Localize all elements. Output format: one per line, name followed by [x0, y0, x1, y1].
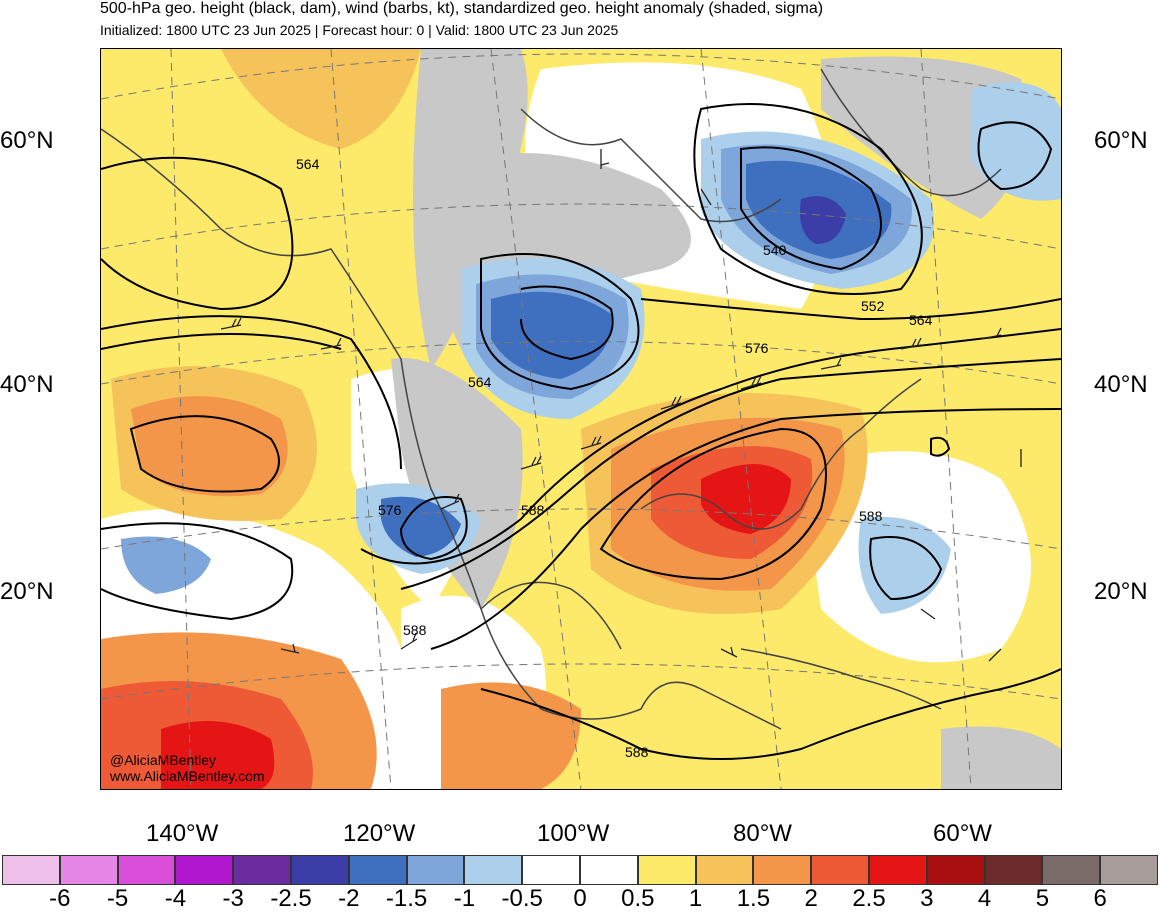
land-mask-usa-west — [391, 357, 523, 609]
colorbar-label: -3 — [222, 885, 244, 912]
wind-barbs — [220, 149, 1022, 662]
colorbar-box — [233, 855, 291, 885]
colorbar-label: 1 — [688, 885, 703, 912]
lat-label-right: 60°N — [1094, 127, 1148, 154]
lon-label: 80°W — [733, 820, 792, 847]
contour-label: 588 — [859, 508, 883, 524]
colorbar-label: -0.5 — [501, 885, 543, 912]
colorbar-box — [59, 855, 118, 885]
contour-label: 540 — [763, 242, 787, 258]
map-canvas: 564 564 576 588 588 540 552 564 576 588 … — [101, 49, 1061, 789]
colorbar-box — [695, 855, 754, 885]
weather-map: 564 564 576 588 588 540 552 564 576 588 … — [100, 48, 1062, 790]
colorbar-box — [984, 855, 1043, 885]
colorbar-box — [579, 855, 638, 885]
credit-handle: @AliciaMBentley — [110, 752, 217, 768]
contour-label: 588 — [625, 744, 649, 760]
graticule — [101, 49, 1061, 789]
anomaly-positive-east-us-core — [701, 464, 791, 534]
colorbar-box — [522, 855, 580, 885]
anomaly-negative-greenland-east — [971, 82, 1061, 201]
colorbar-label: 0.5 — [621, 885, 655, 912]
colorbar-label: 0 — [573, 885, 587, 912]
land-mask-caribbean — [941, 726, 1061, 789]
colorbar-label: -5 — [106, 885, 129, 912]
colorbar-box — [117, 855, 176, 885]
colorbar-label: -4 — [164, 885, 187, 912]
contour-label: 588 — [403, 622, 427, 638]
height-contours — [101, 103, 1061, 760]
contour-label: 564 — [909, 312, 933, 328]
anomaly-positive-pacific-core — [131, 396, 288, 497]
colorbar — [2, 855, 1158, 885]
colorbar-box — [637, 855, 696, 885]
anomaly-positive-north-pacific — [221, 49, 421, 149]
lat-label-right: 20°N — [1094, 578, 1148, 605]
contour-label: 576 — [745, 340, 769, 356]
colorbar-box — [868, 855, 927, 885]
colorbar-box — [1042, 855, 1101, 885]
contour-label: 576 — [378, 502, 402, 518]
colorbar-box — [753, 855, 812, 885]
colorbar-box — [1100, 855, 1158, 885]
colorbar-box — [2, 855, 60, 885]
colorbar-label: -2.5 — [270, 885, 312, 912]
contour-labels: 564 564 576 588 588 540 552 564 576 588 … — [296, 156, 933, 760]
colorbar-box — [811, 855, 869, 885]
lon-label: 120°W — [343, 820, 416, 847]
lat-label-right: 40°N — [1094, 371, 1148, 398]
lat-label-left: 20°N — [0, 578, 54, 605]
colorbar-label: 6 — [1093, 885, 1107, 912]
colorbar-label: -6 — [49, 885, 71, 912]
contour-label: 552 — [861, 298, 885, 314]
colorbar-box — [926, 855, 985, 885]
credit-url: www.AliciaMBentley.com — [110, 768, 265, 784]
lat-label-left: 40°N — [0, 371, 54, 398]
contour-label: 564 — [468, 374, 492, 390]
anomaly-negative-labrador-core — [800, 196, 846, 244]
map-subtitle: Initialized: 1800 UTC 23 Jun 2025 | Fore… — [100, 22, 619, 38]
colorbar-box — [175, 855, 234, 885]
colorbar-box — [348, 855, 407, 885]
colorbar-label: 2.5 — [852, 885, 886, 912]
colorbar-label: -1 — [453, 885, 476, 912]
colorbar-label: -1.5 — [385, 885, 428, 912]
lon-label: 140°W — [146, 820, 219, 847]
map-title: 500-hPa geo. height (black, dam), wind (… — [100, 0, 824, 17]
lon-label: 60°W — [933, 820, 992, 847]
colorbar-label: 1.5 — [736, 885, 771, 912]
anomaly-positive-mexico — [441, 682, 581, 789]
colorbar-label: 4 — [977, 885, 992, 912]
lon-label: 100°W — [537, 820, 610, 847]
colorbar-label: 5 — [1035, 885, 1050, 912]
anomaly-negative-subtropical-pacific — [121, 536, 211, 594]
colorbar-label: 3 — [920, 885, 934, 912]
colorbar-box — [464, 855, 523, 885]
colorbar-box — [290, 855, 349, 885]
colorbar-box — [406, 855, 465, 885]
lat-label-left: 60°N — [0, 127, 54, 154]
contour-label: 588 — [521, 502, 545, 518]
colorbar-label: 2 — [804, 885, 818, 912]
anomaly-negative-southwest-core — [381, 496, 461, 557]
coastlines — [101, 68, 1002, 730]
contour-label: 564 — [296, 156, 320, 172]
colorbar-label: -2 — [338, 885, 360, 912]
